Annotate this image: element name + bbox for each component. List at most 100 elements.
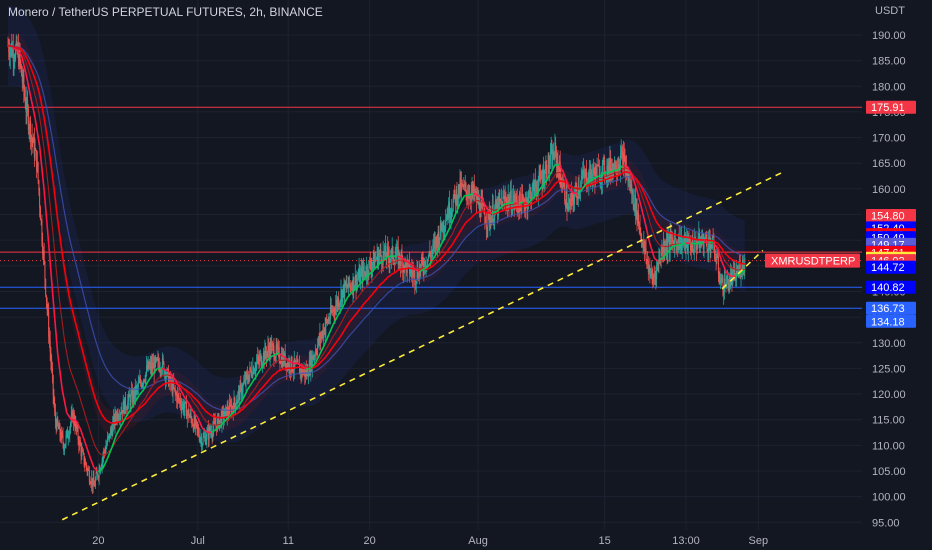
candle-body [352,276,354,293]
candle-body [740,275,742,277]
candle-body [190,413,192,419]
candle-body [310,354,312,373]
candle-body [270,342,272,353]
candle-body [171,381,173,394]
candle-body [192,424,194,426]
candle-body [28,129,30,130]
candle-body [73,413,75,424]
ma-ribbon-segment [726,272,732,278]
candle-body [476,194,478,202]
time-axis[interactable]: 20 Jul 11 20 Aug 15 13:00 Sep [92,535,768,547]
ma-ribbon-segment [314,353,321,364]
candle-body [555,149,557,167]
candle-body [717,256,719,274]
candle-body [407,260,409,262]
candle-body [9,49,11,58]
candle-body [467,196,469,199]
candle-body [265,346,267,354]
candle-body [533,181,535,198]
candle-body [124,397,126,414]
candle-body [546,164,548,178]
candle-body [155,357,157,361]
candle-body [174,388,176,393]
candle-body [461,182,463,185]
candle-body [650,270,652,276]
ma-ribbon-segment [287,359,294,365]
candle-body [660,252,662,263]
candle-body [738,264,740,269]
candle-body [582,170,584,176]
time-tick-label: 20 [363,535,375,547]
candle-body [354,275,356,286]
candle-body [246,373,248,375]
candle-body [684,233,686,249]
candle-body [671,237,673,242]
candle-body [657,262,659,264]
candle-body [480,201,482,217]
ma-ribbon-segment [102,458,109,469]
candle-body [247,379,249,383]
candle-body [552,150,554,167]
candle-body [326,319,328,321]
candle-body [113,416,115,426]
ma-ribbon-segment [369,268,375,275]
price-tag [866,280,916,294]
candle-body [464,184,466,186]
candle-body [537,182,539,194]
candle-body [332,308,334,313]
candle-body [705,234,707,238]
candle-body [500,198,502,202]
candle-body [167,369,169,386]
ma-fast [7,44,746,456]
candle-body [532,181,534,186]
candle-body [598,166,600,182]
candle-body [462,184,464,188]
candle-body [543,168,545,186]
ma-mid [7,44,745,424]
candle-body [146,365,148,370]
candle-body [691,240,693,251]
candle-body [634,195,636,211]
candle-body [258,358,260,362]
candle-body [285,363,287,367]
candle-body [406,261,408,273]
ma-ribbon-segment [341,297,348,308]
candle-body [241,391,243,396]
candle-body [656,265,658,280]
candle-body [525,198,527,204]
ma-ribbon-segment [43,190,50,244]
candle-body [125,408,127,410]
candle-body [614,160,616,172]
candle-body [446,214,448,220]
candle-body [668,236,670,250]
candle-body [195,419,197,427]
candle-body [341,290,343,302]
trendlines[interactable] [61,170,786,521]
candle-body [679,245,681,250]
candle-body [189,416,191,418]
candle-body [130,394,132,406]
candle-body [224,409,226,417]
candle-body [386,246,388,261]
candle-body [387,246,389,249]
candle-body [211,435,213,437]
candle-body [205,439,207,444]
candle-body [41,220,43,242]
candle-body [399,262,401,266]
candle-body [228,402,230,415]
candle-body [665,239,667,250]
candle-body [595,165,597,178]
candle-body [112,422,114,436]
candle-body [131,389,133,402]
candle-body [678,234,680,250]
candle-body [44,261,46,280]
candle-body [410,268,412,274]
candle-body [69,428,71,436]
candle-body [73,413,75,423]
candle-body [94,479,96,487]
candle-body [67,436,69,438]
candle-body [586,170,588,186]
candle-body [212,428,214,437]
candle-body [122,401,124,414]
